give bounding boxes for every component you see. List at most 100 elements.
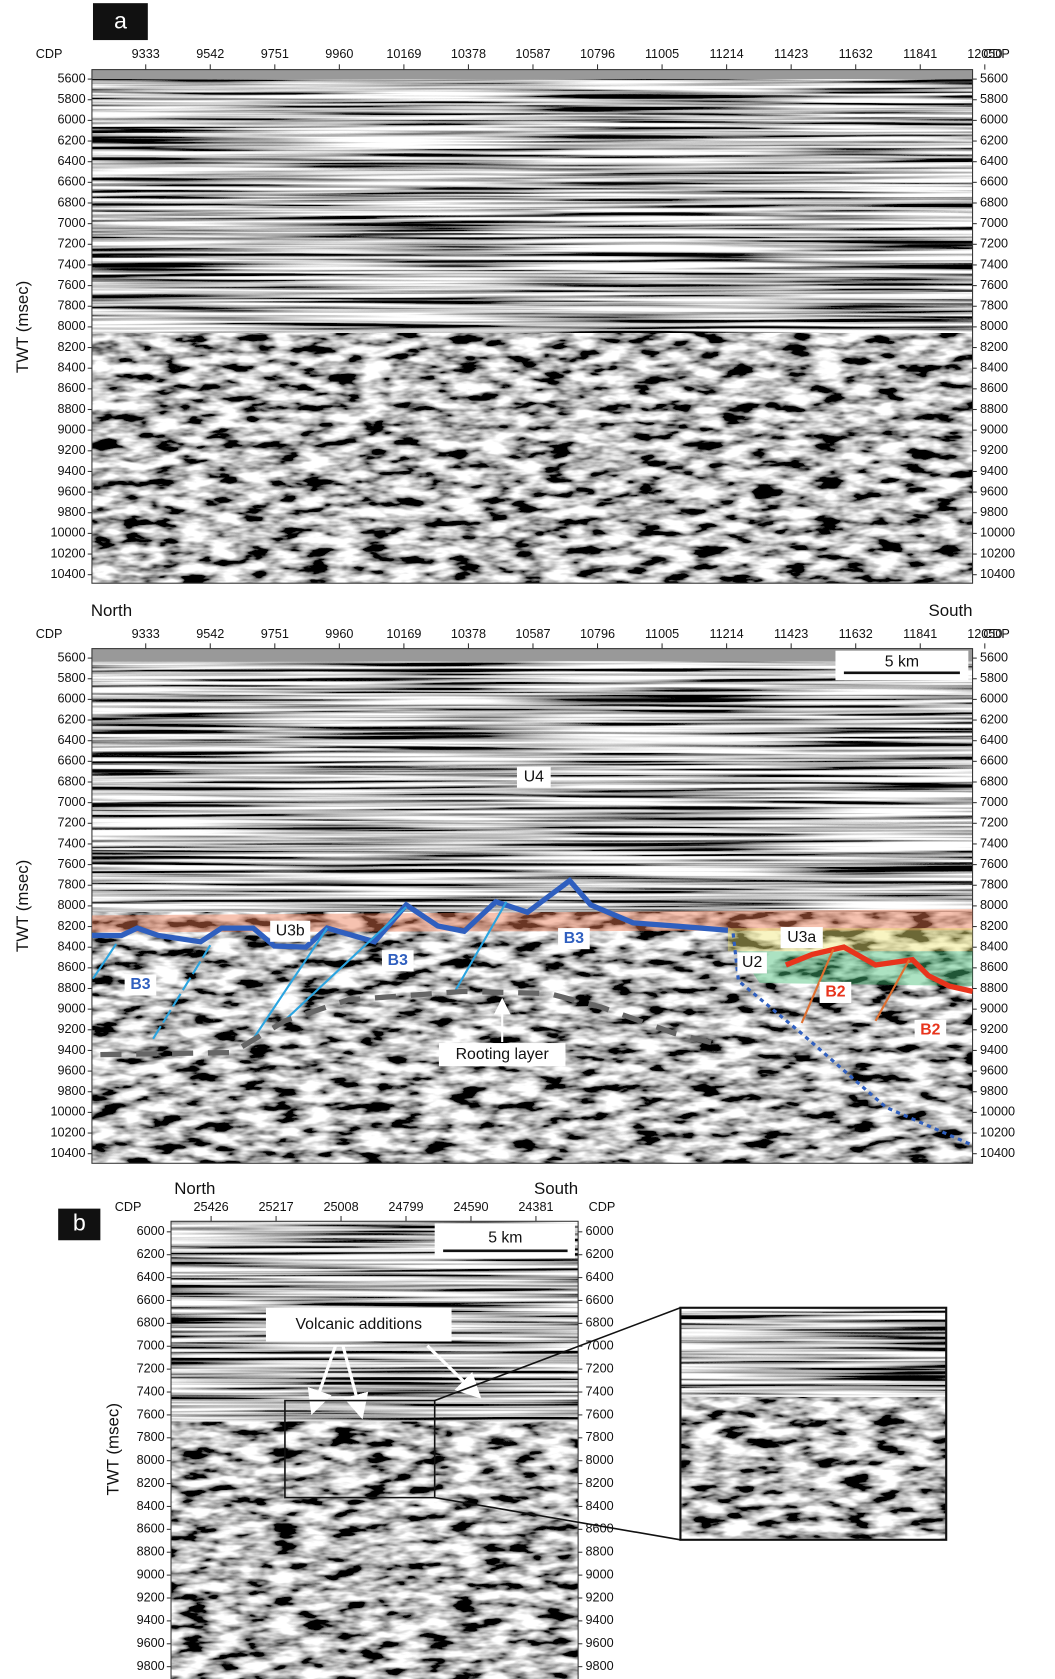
twt-tick-label: 9600 [137, 1636, 165, 1650]
cdp-tick-label: 10169 [386, 47, 421, 61]
direction-label: North [174, 1179, 215, 1198]
twt-tick-label: 9800 [586, 1659, 614, 1673]
twt-tick-label: 5600 [980, 71, 1008, 85]
cdp-tick-label: 25217 [258, 1200, 293, 1214]
y-axis-title: TWT (msec) [13, 281, 32, 373]
twt-tick-label: 8800 [586, 1545, 614, 1559]
twt-tick-label: 9000 [137, 1567, 165, 1581]
cdp-tick-label: 9333 [132, 47, 160, 61]
page: a b [0, 0, 1055, 1679]
twt-tick-label: 7600 [57, 278, 85, 292]
twt-tick-label: 9200 [137, 1590, 165, 1604]
twt-tick-label: 7000 [586, 1339, 614, 1353]
twt-tick-label: 7400 [137, 1384, 165, 1398]
seismic-image [171, 1422, 578, 1679]
twt-tick-label: 6000 [980, 692, 1008, 706]
cdp-tick-label: 10169 [386, 627, 421, 641]
twt-tick-label: 5600 [57, 71, 85, 85]
cdp-tick-label: 10378 [451, 47, 486, 61]
twt-tick-label: 10400 [980, 1146, 1015, 1160]
twt-tick-label: 7200 [57, 816, 85, 830]
twt-tick-label: 7200 [137, 1361, 165, 1375]
twt-tick-label: 7200 [980, 237, 1008, 251]
twt-tick-label: 6800 [57, 774, 85, 788]
twt-tick-label: 9400 [57, 464, 85, 478]
cdp-tick-label: 10796 [580, 47, 615, 61]
twt-tick-label: 6200 [57, 712, 85, 726]
twt-tick-label: 9800 [980, 1084, 1008, 1098]
twt-tick-label: 7800 [57, 878, 85, 892]
twt-tick-label: 10000 [50, 526, 85, 540]
twt-tick-label: 8000 [57, 319, 85, 333]
twt-tick-label: 6400 [586, 1270, 614, 1284]
twt-tick-label: 6800 [586, 1316, 614, 1330]
twt-tick-label: 8200 [57, 340, 85, 354]
cdp-tick-label: 10587 [515, 47, 550, 61]
twt-tick-label: 9600 [57, 484, 85, 498]
seismic-image [92, 333, 973, 583]
twt-tick-label: 6800 [137, 1316, 165, 1330]
twt-tick-label: 6400 [57, 733, 85, 747]
twt-tick-label: 8600 [57, 381, 85, 395]
twt-tick-label: 8800 [980, 402, 1008, 416]
twt-tick-label: 10000 [980, 1105, 1015, 1119]
cdp-tick-label: 25008 [323, 1200, 358, 1214]
unit-label: U3b [276, 922, 305, 939]
cdp-tick-label: 9960 [325, 627, 353, 641]
twt-tick-label: 8200 [980, 340, 1008, 354]
y-axis-title: TWT (msec) [13, 860, 32, 952]
unit-label: U4 [524, 768, 544, 785]
twt-tick-label: 7600 [980, 278, 1008, 292]
twt-tick-label: 8000 [980, 898, 1008, 912]
annotation: Volcanic additions [296, 1316, 423, 1333]
twt-tick-label: 7000 [57, 216, 85, 230]
twt-tick-label: 9600 [980, 484, 1008, 498]
twt-tick-label: 10000 [50, 1105, 85, 1119]
twt-tick-label: 6000 [980, 113, 1008, 127]
twt-tick-label: 7400 [57, 836, 85, 850]
direction-label: South [928, 601, 972, 620]
twt-tick-label: 7400 [57, 257, 85, 271]
cdp-tick-label: 12050 [967, 627, 1002, 641]
cdp-tick-label: 9751 [261, 47, 289, 61]
twt-tick-label: 9200 [980, 443, 1008, 457]
twt-tick-label: 9800 [57, 505, 85, 519]
boundary-label: B3 [564, 930, 584, 947]
twt-tick-label: 7000 [980, 216, 1008, 230]
twt-tick-label: 5800 [57, 92, 85, 106]
cdp-tick-label: 10796 [580, 627, 615, 641]
twt-tick-label: 7800 [586, 1430, 614, 1444]
twt-tick-label: 8400 [57, 940, 85, 954]
cdp-tick-label: 11841 [903, 627, 937, 641]
twt-tick-label: 5800 [980, 92, 1008, 106]
twt-tick-label: 7000 [137, 1339, 165, 1353]
twt-tick-label: 8600 [586, 1522, 614, 1536]
twt-tick-label: 10400 [50, 567, 85, 581]
cdp-tick-label: 10378 [451, 627, 486, 641]
twt-tick-label: 8400 [57, 361, 85, 375]
cdp-tick-label: 11632 [839, 47, 873, 61]
twt-tick-label: 7400 [980, 257, 1008, 271]
twt-tick-label: 6400 [137, 1270, 165, 1284]
twt-tick-label: 7800 [980, 878, 1008, 892]
cdp-tick-label: 9960 [325, 47, 353, 61]
twt-tick-label: 9400 [980, 464, 1008, 478]
twt-tick-label: 6400 [980, 154, 1008, 168]
figure: a b [0, 0, 1055, 1679]
cdp-tick-label: 11214 [710, 627, 744, 641]
twt-tick-label: 8800 [137, 1545, 165, 1559]
scale-label: 5 km [488, 1229, 522, 1246]
twt-tick-label: 6600 [980, 175, 1008, 189]
twt-tick-label: 8400 [137, 1499, 165, 1513]
twt-tick-label: 6200 [137, 1247, 165, 1261]
twt-tick-label: 5800 [57, 671, 85, 685]
twt-tick-label: 10200 [50, 546, 85, 560]
twt-tick-label: 8000 [980, 319, 1008, 333]
twt-tick-label: 9800 [980, 505, 1008, 519]
twt-tick-label: 9200 [586, 1590, 614, 1604]
twt-tick-label: 6600 [586, 1293, 614, 1307]
twt-tick-label: 10000 [980, 526, 1015, 540]
boundary-label: B2 [920, 1022, 940, 1039]
twt-tick-label: 8400 [980, 361, 1008, 375]
twt-tick-label: 8000 [57, 898, 85, 912]
